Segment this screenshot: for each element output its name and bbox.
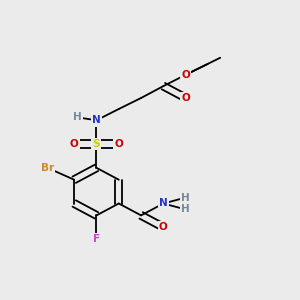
Text: Br: Br	[41, 163, 54, 173]
Text: H: H	[73, 112, 82, 122]
Text: N: N	[92, 115, 101, 125]
Text: S: S	[93, 139, 100, 149]
Text: O: O	[159, 222, 168, 232]
Text: F: F	[93, 234, 100, 244]
Text: O: O	[181, 70, 190, 80]
Text: H: H	[181, 204, 190, 214]
Text: H: H	[181, 193, 190, 202]
Text: O: O	[114, 139, 123, 149]
Text: O: O	[181, 93, 190, 103]
Text: N: N	[159, 199, 168, 208]
Text: O: O	[70, 139, 79, 149]
